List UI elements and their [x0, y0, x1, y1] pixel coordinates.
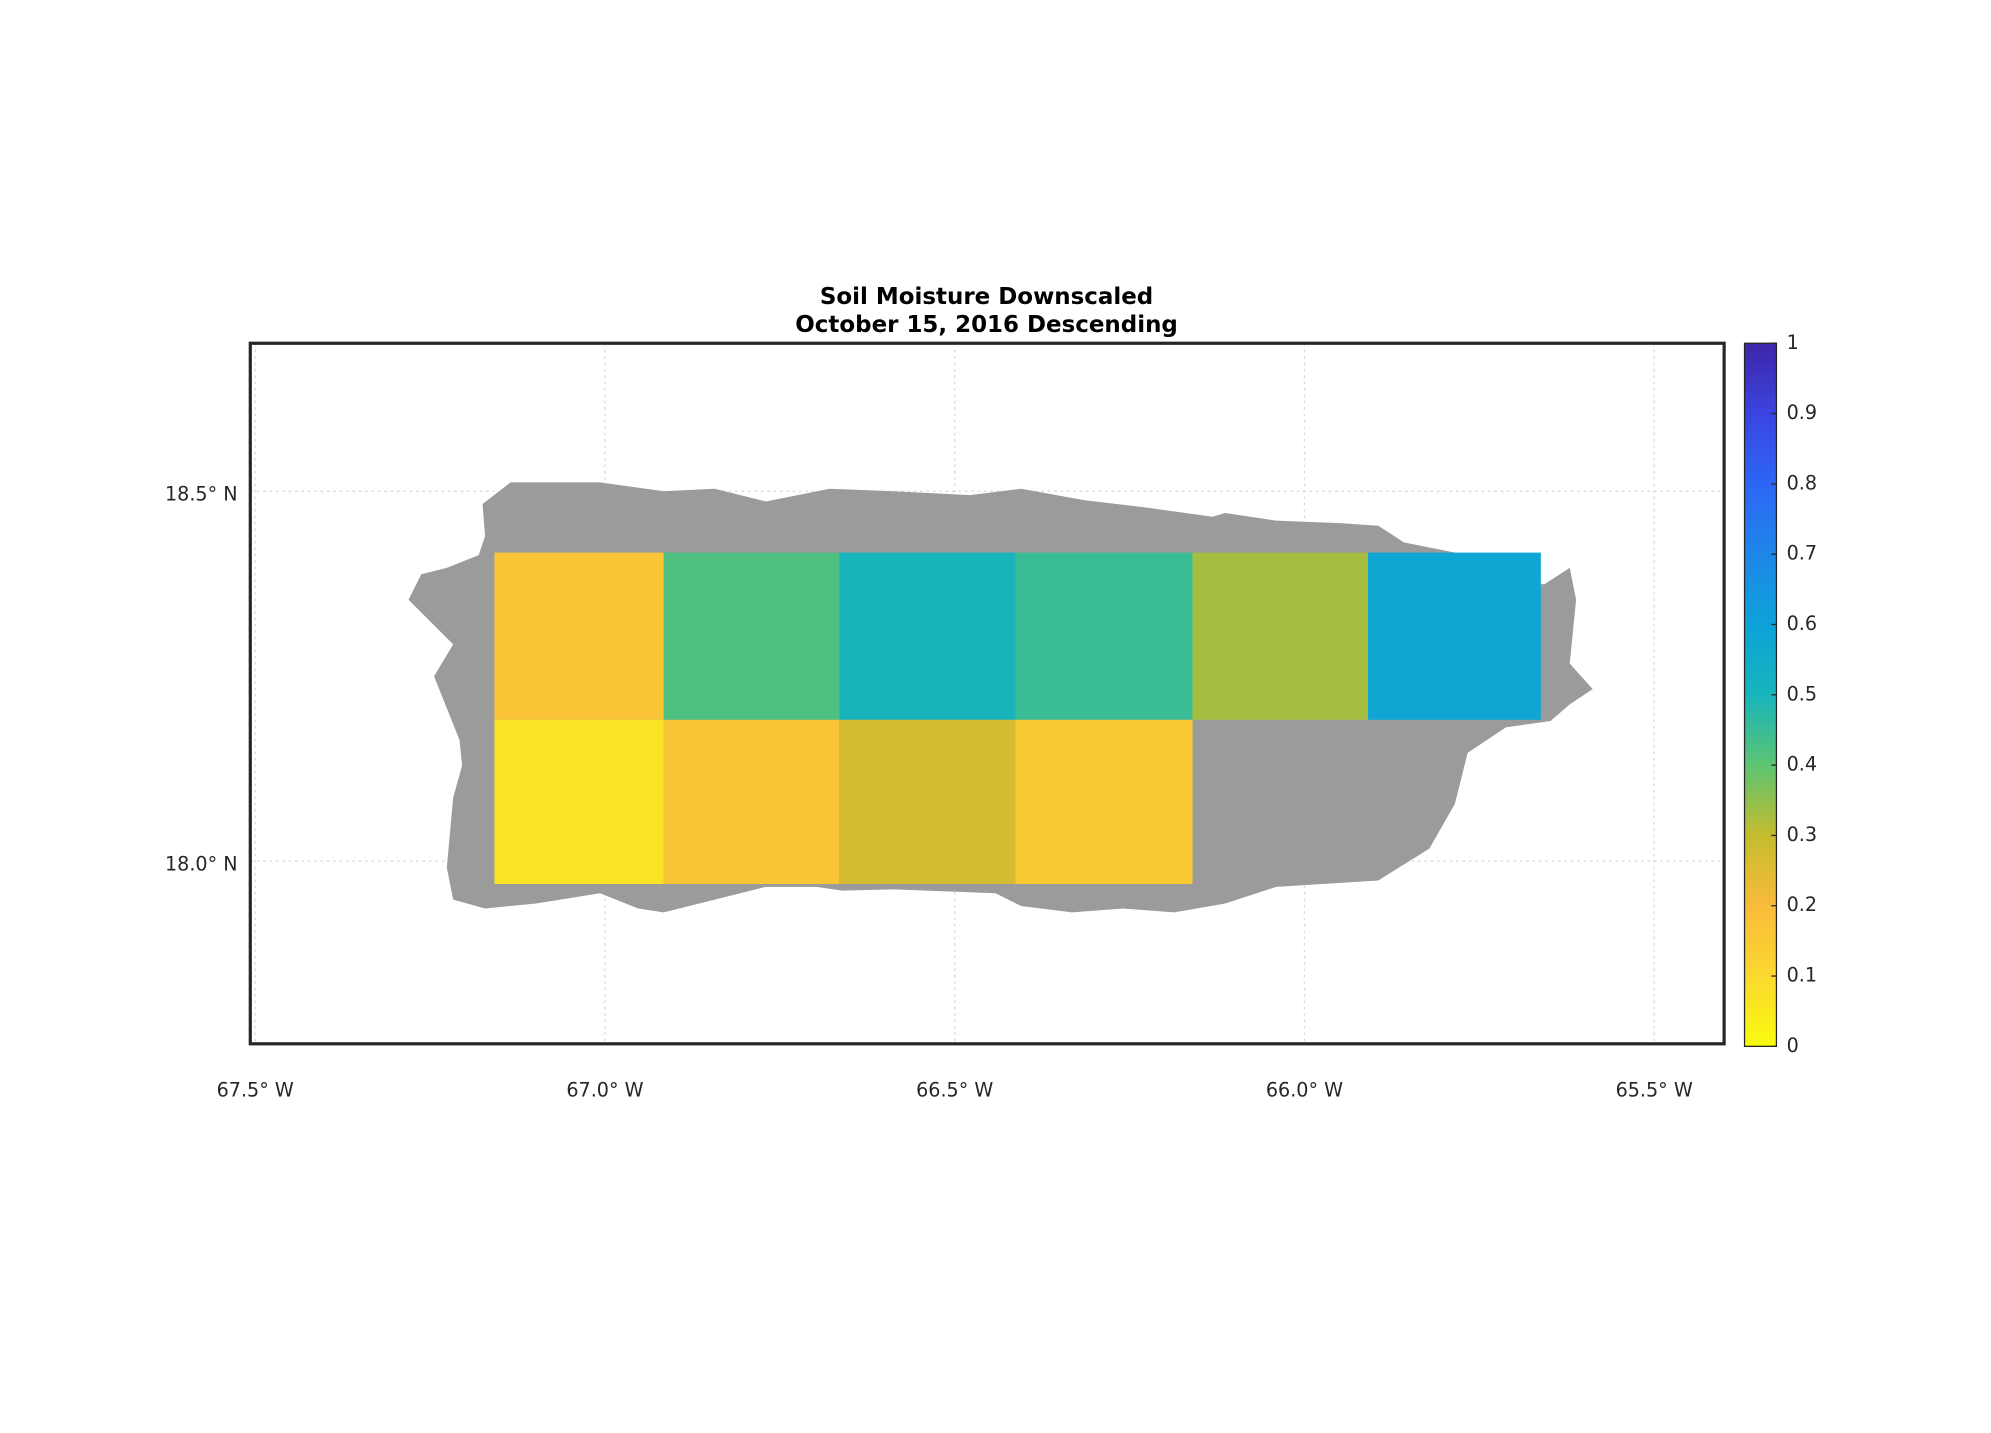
colorbar-tick-label: 0.6	[1787, 612, 1817, 635]
moisture-cell	[494, 552, 664, 720]
x-tick-label: 65.5° W	[1616, 1079, 1693, 1102]
colorbar-tick-label: 0.8	[1787, 471, 1817, 494]
x-tick-label: 66.5° W	[916, 1079, 993, 1102]
colorbar-tick-label: 1	[1787, 331, 1799, 354]
y-tick-label: 18.0° N	[165, 852, 238, 875]
y-tick-label: 18.5° N	[165, 483, 238, 506]
moisture-cell	[663, 552, 840, 720]
colorbar-tick-label: 0.9	[1787, 401, 1817, 424]
x-tick-label: 67.5° W	[217, 1079, 294, 1102]
colorbar-tick-label: 0.3	[1787, 823, 1817, 846]
colorbar	[1743, 342, 1778, 1047]
colorbar-tick-label: 0.5	[1787, 682, 1817, 705]
chart-title: Soil Moisture Downscaled	[820, 284, 1153, 310]
moisture-cell	[1015, 552, 1193, 720]
colorbar-tick-label: 0	[1787, 1034, 1799, 1057]
chart-subtitle: October 15, 2016 Descending	[795, 312, 1178, 338]
x-tick-label: 67.0° W	[566, 1079, 643, 1102]
colorbar-tick-label: 0.1	[1787, 964, 1817, 987]
moisture-cell	[1368, 552, 1541, 720]
colorbar-tick-label: 0.2	[1787, 893, 1817, 916]
axes-box	[248, 341, 1726, 1046]
moisture-cell	[663, 719, 840, 885]
moisture-cell	[494, 719, 664, 885]
x-tick-label: 66.0° W	[1266, 1079, 1343, 1102]
moisture-cell	[839, 552, 1016, 720]
moisture-cell	[1015, 719, 1193, 885]
moisture-cell	[839, 719, 1016, 885]
colorbar-tick-label: 0.4	[1787, 753, 1817, 776]
colorbar-tick-label: 0.7	[1787, 542, 1817, 565]
moisture-cell	[1192, 552, 1369, 720]
